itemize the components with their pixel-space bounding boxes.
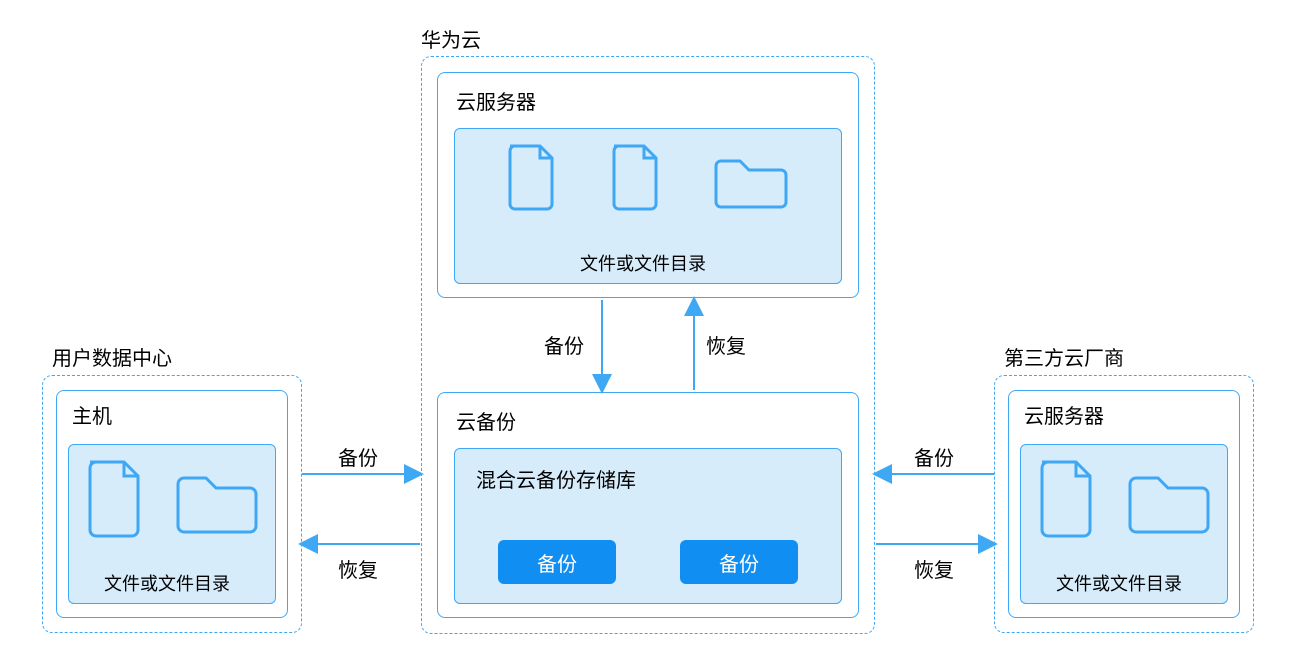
- arrow-left-restore-label: 恢复: [338, 554, 378, 583]
- folder-icon: [1124, 470, 1214, 538]
- file-icon: [502, 142, 560, 212]
- vault-title: 混合云备份存储库: [476, 464, 636, 493]
- right-title: 第三方云厂商: [1004, 342, 1124, 371]
- server-caption: 文件或文件目录: [580, 250, 706, 276]
- right-server-title: 云服务器: [1024, 400, 1104, 429]
- backup-chip-1-label: 备份: [537, 548, 577, 577]
- folder-icon: [172, 470, 262, 538]
- left-title: 用户数据中心: [52, 342, 172, 371]
- folder-icon: [710, 152, 792, 212]
- file-icon: [80, 458, 148, 538]
- backup-chip-1: 备份: [498, 540, 616, 584]
- cloud-backup-title: 云备份: [456, 406, 516, 435]
- arrow-mid-restore-label: 恢复: [706, 330, 746, 359]
- left-caption: 文件或文件目录: [104, 570, 230, 596]
- backup-chip-2-label: 备份: [719, 548, 759, 577]
- left-host-title: 主机: [72, 400, 112, 429]
- file-icon: [1032, 458, 1100, 538]
- file-icon: [606, 142, 664, 212]
- cloud-server-title: 云服务器: [456, 86, 536, 115]
- arrow-right-backup-label: 备份: [914, 442, 954, 471]
- arrow-mid-backup-label: 备份: [544, 330, 584, 359]
- center-title: 华为云: [421, 24, 481, 53]
- arrow-right-restore-label: 恢复: [914, 554, 954, 583]
- backup-chip-2: 备份: [680, 540, 798, 584]
- right-caption: 文件或文件目录: [1056, 570, 1182, 596]
- arrow-left-backup-label: 备份: [338, 442, 378, 471]
